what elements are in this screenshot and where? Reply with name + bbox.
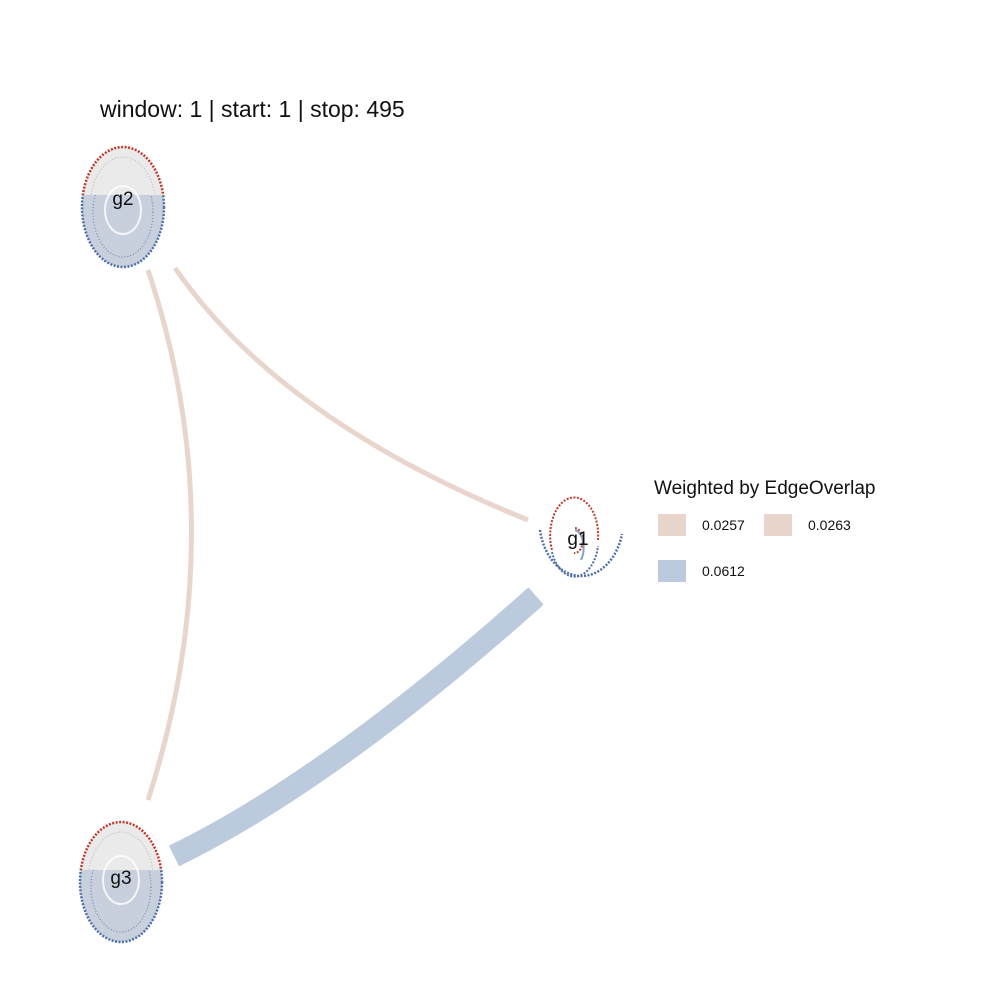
edge-g1-g2 [172,266,529,523]
legend-swatch-0263 [764,514,792,536]
node-label-g2: g2 [112,189,133,210]
legend-label-0263: 0.0263 [808,517,851,533]
legend-items: 0.0257 0.0263 0.0612 [654,512,954,612]
legend-item-0263: 0.0263 [764,514,851,536]
legend-item-0257: 0.0257 [658,514,745,536]
node-g3: g3 [78,820,164,944]
legend: Weighted by EdgeOverlap 0.0257 0.0263 0.… [654,478,954,612]
edges [145,266,544,867]
node-g2: g2 [80,145,166,269]
legend-item-0612: 0.0612 [658,560,745,582]
node-label-g1: g1 [567,529,588,550]
node-label-g3: g3 [110,868,131,889]
diagram-title: window: 1 | start: 1 | stop: 495 [100,96,405,122]
legend-label-0257: 0.0257 [702,517,745,533]
edge-g2-g3 [145,269,194,801]
node-g1: g1 [538,496,624,578]
legend-swatch-0257 [658,514,686,536]
legend-label-0612: 0.0612 [702,563,745,579]
edge-g1-g3 [168,587,544,867]
legend-swatch-0612 [658,560,686,582]
legend-title: Weighted by EdgeOverlap [654,478,876,499]
